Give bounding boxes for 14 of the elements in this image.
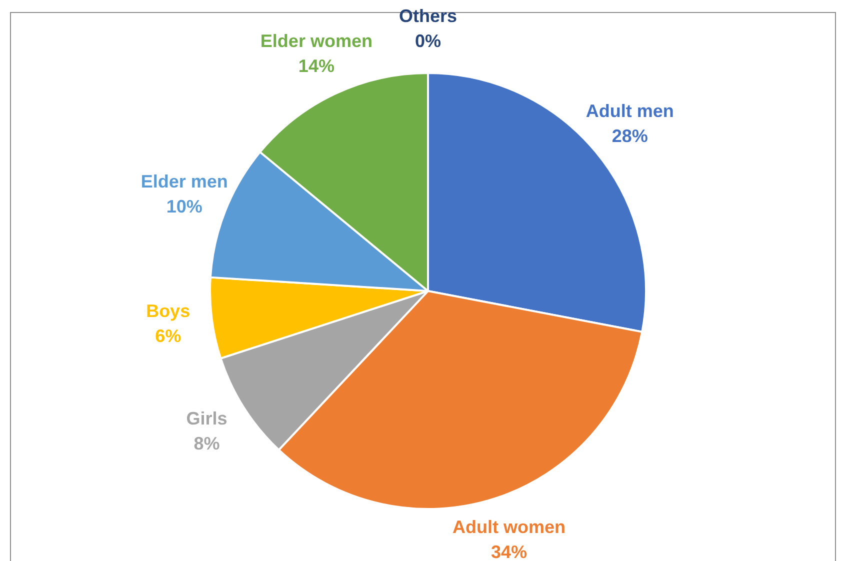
slice-label: Elder women [260, 30, 372, 51]
slice-label: Adult men [586, 100, 674, 121]
category-label: Others [398, 6, 458, 26]
data-label: 28% [612, 126, 648, 146]
slice-label: Elder men [140, 172, 228, 192]
data-label: 34% [490, 542, 527, 561]
data-label: 8% [194, 433, 220, 454]
slice-label: Boys [146, 300, 190, 321]
data-label: 10% [166, 196, 202, 217]
data-label: 14% [298, 56, 334, 76]
text: 0% [414, 30, 442, 51]
slice-label: Adult women [452, 517, 566, 538]
data-label: 6% [155, 326, 182, 346]
slice-label: Girls [186, 408, 228, 428]
